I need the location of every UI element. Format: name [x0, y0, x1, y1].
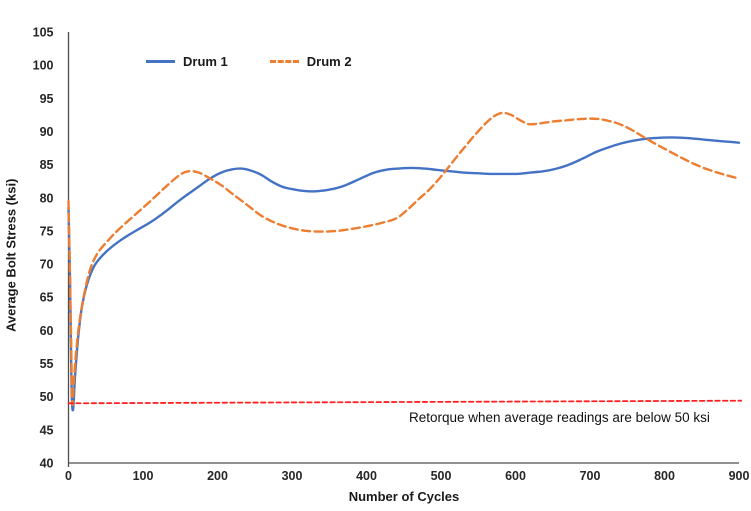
y-tick-label: 70 [40, 258, 54, 272]
y-tick-label: 90 [40, 125, 54, 139]
x-axis-title: Number of Cycles [348, 489, 460, 504]
y-tick-label: 65 [40, 291, 54, 305]
x-tick-label: 200 [207, 469, 228, 483]
legend-label-drum-1: Drum 1 [183, 54, 228, 69]
y-tick-label: 45 [40, 423, 54, 437]
x-tick-label: 700 [580, 469, 601, 483]
drum-2-line [67, 111, 741, 407]
y-tick-label: 75 [40, 224, 54, 238]
x-tick-label: 100 [133, 469, 154, 483]
y-axis-title: Average Bolt Stress (ksi) [3, 178, 19, 332]
y-tick-label: 100 [33, 59, 54, 73]
y-tick-label: 60 [40, 324, 54, 338]
x-tick-label: 600 [505, 469, 526, 483]
y-tick-label: 80 [40, 191, 54, 205]
drum-1-line [67, 136, 741, 412]
y-tick-label: 95 [40, 92, 54, 106]
x-tick-label: 800 [654, 469, 675, 483]
x-tick-label: 400 [356, 469, 377, 483]
legend-label-drum-2: Drum 2 [306, 54, 352, 69]
legend: Drum 1 Drum 2 [146, 54, 352, 69]
drum-2-line-swatch [269, 60, 299, 63]
drum-1-line-swatch [146, 60, 175, 63]
y-tick-label: 40 [40, 457, 54, 471]
x-tick-label: 900 [729, 469, 750, 483]
retorque-threshold-line-line [67, 399, 743, 405]
y-tick-label: 105 [33, 26, 54, 40]
x-tick-label: 0 [65, 469, 72, 483]
x-tick-label: 500 [431, 469, 452, 483]
retorque-threshold-annotation: Retorque when average readings are below… [409, 410, 710, 425]
y-tick-label: 50 [40, 390, 54, 404]
legend-item-drum-1: Drum 1 [146, 54, 228, 69]
y-tick-label: 55 [40, 357, 54, 371]
x-tick-label: 300 [282, 469, 303, 483]
legend-item-drum-2: Drum 2 [269, 54, 352, 69]
y-tick-label: 85 [40, 158, 54, 172]
